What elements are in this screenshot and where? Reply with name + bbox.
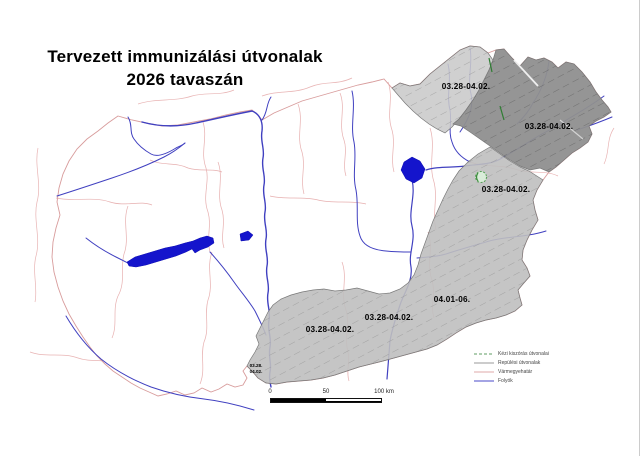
label-northeast: 03.28-04.02. bbox=[525, 122, 573, 131]
river-raba bbox=[56, 142, 186, 197]
zone-gap-streak bbox=[513, 59, 539, 87]
scalebar-segment bbox=[326, 399, 381, 401]
legend-label: Repülési útvonalak bbox=[498, 360, 541, 366]
lakes bbox=[126, 156, 426, 268]
label-south-west: 03.28-04.02. bbox=[306, 325, 354, 334]
hand-routes-line-icon bbox=[474, 353, 494, 355]
rivers-line-icon bbox=[474, 380, 494, 382]
zone-northeast bbox=[452, 48, 612, 173]
hand-distribution-area-icon bbox=[475, 171, 487, 183]
zone-gap-streak2 bbox=[559, 119, 584, 140]
map-legend: Kézi kiszórás útvonalai Repülési útvonal… bbox=[474, 351, 624, 387]
page-title-line2: 2026 tavaszán bbox=[126, 69, 244, 89]
hand-route-marks bbox=[488, 57, 505, 121]
neighbor-border-lines bbox=[29, 77, 615, 365]
page-title-line1: Tervezett immunizálási útvonalak bbox=[47, 47, 323, 66]
scalebar-bar bbox=[270, 398, 382, 403]
river-sio bbox=[209, 251, 267, 336]
lake-tisza bbox=[400, 156, 426, 184]
legend-label: Folyók bbox=[498, 378, 513, 384]
flight-routes-line-icon bbox=[474, 362, 494, 364]
label-south-east: 04.01-06. bbox=[434, 295, 470, 304]
legend-item-flight-routes: Repülési útvonalak bbox=[474, 360, 624, 366]
page-title: Tervezett immunizálási útvonalak 2026 ta… bbox=[28, 46, 342, 92]
label-danube-line2: 04.02. bbox=[250, 369, 263, 374]
legend-item-hand-routes: Kézi kiszórás útvonalai bbox=[474, 351, 624, 357]
legend-item-county-border: Vármegyehatár bbox=[474, 369, 624, 375]
legend-label: Vármegyehatár bbox=[498, 369, 533, 375]
lake-velence bbox=[239, 230, 254, 242]
river-zagyva bbox=[351, 90, 412, 253]
legend-item-rivers: Folyók bbox=[474, 378, 624, 384]
county-border-line-icon bbox=[474, 371, 494, 373]
zone-date-labels: 03.28-04.02. 03.28-04.02. 03.28-04.02. 0… bbox=[250, 82, 573, 374]
river-ipoly bbox=[261, 96, 272, 121]
river-drava bbox=[65, 315, 255, 411]
lake-balaton bbox=[126, 235, 215, 268]
legend-label: Kézi kiszórás útvonalai bbox=[498, 351, 549, 357]
river-mosoni-duna bbox=[127, 116, 186, 156]
scalebar-tick-100: 100 km bbox=[374, 389, 394, 395]
label-danube-line1: 03.28. bbox=[250, 363, 263, 368]
scalebar: 0 50 100 km bbox=[266, 389, 406, 407]
label-south-mid: 03.28-04.02. bbox=[365, 313, 413, 322]
label-north: 03.28-04.02. bbox=[442, 82, 490, 91]
zone-east-south bbox=[246, 146, 544, 385]
scalebar-tick-0: 0 bbox=[268, 389, 272, 395]
river-zala bbox=[85, 237, 129, 264]
label-east: 03.28-04.02. bbox=[482, 185, 530, 194]
campaign-zones bbox=[246, 45, 612, 385]
scalebar-tick-50: 50 bbox=[322, 389, 330, 395]
